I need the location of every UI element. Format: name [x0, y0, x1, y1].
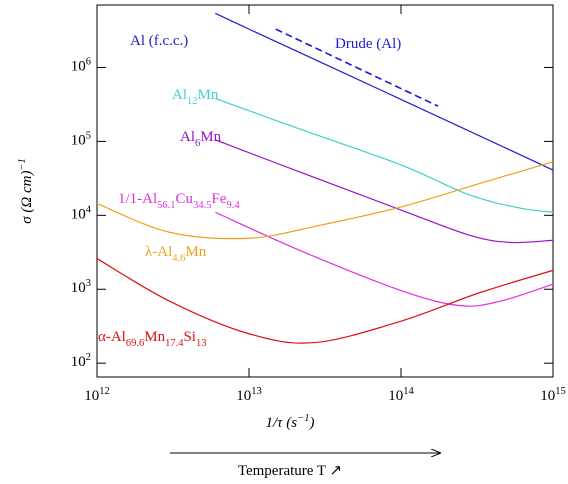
x-tick-label: 1012 [84, 386, 110, 405]
series-label: Al12Mn [172, 87, 219, 106]
y-tick-label: 104 [71, 204, 92, 223]
series-label: α-Al69.6Mn17.4Si13 [98, 329, 206, 348]
series-line [96, 161, 554, 240]
x-axis-label: 1/τ (s−1) [266, 413, 315, 432]
x-tick-label: 1013 [236, 386, 262, 405]
series-label: λ-Al4.6Mn [145, 244, 207, 263]
series-line [215, 139, 554, 244]
y-axis-label: σ (Ω cm)−1 [17, 158, 36, 224]
series-label: Drude (Al) [335, 36, 401, 52]
series-line [275, 28, 439, 107]
footer-label: Temperature T ↗ [238, 463, 342, 479]
series-line [215, 211, 554, 307]
y-tick-label: 103 [71, 278, 91, 297]
series-label: Al6Mn [180, 129, 222, 148]
x-tick-label: 1015 [540, 386, 566, 405]
series-line [96, 258, 554, 344]
plot-frame [96, 4, 554, 378]
series-label: Al (f.c.c.) [130, 33, 188, 49]
series-label: 1/1-Al56.1Cu34.5Fe9.4 [118, 191, 240, 210]
series-line [215, 97, 554, 213]
x-tick-label: 1014 [388, 386, 414, 405]
y-tick-label: 106 [71, 56, 91, 75]
y-tick-label: 102 [71, 352, 91, 371]
y-tick-label: 105 [71, 130, 91, 149]
series-line [215, 12, 554, 171]
